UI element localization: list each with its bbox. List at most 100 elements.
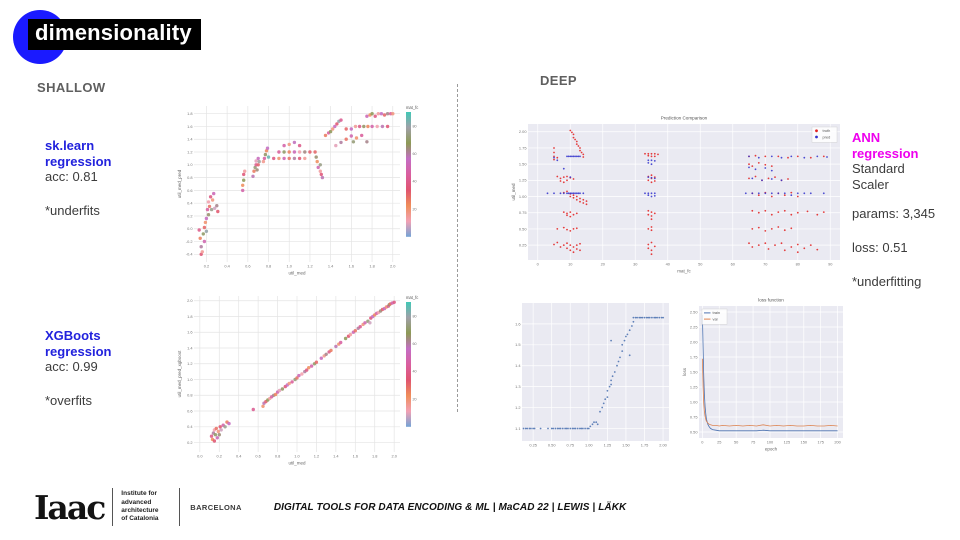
svg-text:0.6: 0.6: [187, 408, 192, 413]
footer-city: BARCELONA: [190, 502, 242, 512]
svg-text:90: 90: [828, 262, 833, 267]
ann-params: params: 3,345: [852, 206, 936, 222]
svg-text:0.0: 0.0: [187, 226, 193, 231]
svg-text:1.75: 1.75: [641, 443, 649, 448]
svg-text:1.4: 1.4: [328, 264, 334, 269]
svg-text:2.0: 2.0: [391, 454, 397, 459]
svg-text:0.2: 0.2: [217, 454, 222, 459]
svg-text:0.50: 0.50: [690, 429, 698, 434]
svg-text:1.0: 1.0: [187, 377, 193, 382]
svg-text:80: 80: [413, 314, 417, 318]
svg-text:0.4: 0.4: [224, 264, 230, 269]
footer-divider-2: [179, 488, 181, 526]
svg-text:1.25: 1.25: [690, 384, 698, 389]
svg-text:0.8: 0.8: [187, 175, 192, 180]
svg-text:0.50: 0.50: [519, 226, 527, 231]
svg-text:2.25: 2.25: [690, 324, 698, 329]
svg-text:val: val: [713, 316, 718, 321]
ann-annotation-title: ANN regression: [852, 130, 919, 161]
ann-note: *underfitting: [852, 273, 922, 289]
svg-text:60: 60: [731, 262, 736, 267]
svg-text:0.4: 0.4: [187, 201, 193, 206]
svg-text:40: 40: [413, 180, 417, 184]
svg-text:1.2: 1.2: [515, 405, 520, 410]
svg-text:1.75: 1.75: [690, 354, 698, 359]
svg-text:epoch: epoch: [765, 447, 778, 452]
svg-text:1.0: 1.0: [294, 454, 300, 459]
svg-text:truth: truth: [823, 128, 831, 133]
institute-name: Institute for advanced architecture of C…: [121, 490, 171, 524]
svg-text:0.75: 0.75: [690, 414, 698, 419]
loss-function-plot: 0 25 50 75 100 125 150 175 200 0.50 0.75 1.00 1.25 1.…: [676, 292, 848, 464]
svg-text:util_med: util_med: [288, 271, 306, 276]
section-label-deep: DEEP: [540, 73, 578, 88]
svg-text:2.00: 2.00: [519, 129, 527, 134]
svg-text:60: 60: [413, 152, 417, 156]
institute-line: of Catalonia: [121, 515, 159, 523]
svg-text:2.0: 2.0: [390, 264, 396, 269]
svg-text:pred: pred: [823, 134, 831, 139]
svg-text:1.25: 1.25: [604, 443, 612, 448]
svg-text:70: 70: [763, 262, 768, 267]
svg-text:1.8: 1.8: [187, 314, 192, 319]
svg-text:1.4: 1.4: [515, 363, 521, 368]
svg-text:0: 0: [701, 440, 704, 445]
svg-text:0.2: 0.2: [187, 213, 192, 218]
svg-text:0.50: 0.50: [548, 443, 556, 448]
svg-text:100: 100: [767, 440, 774, 445]
svg-text:1.4: 1.4: [333, 454, 339, 459]
svg-text:0.75: 0.75: [519, 210, 527, 215]
svg-text:2.50: 2.50: [690, 309, 698, 314]
svg-text:30: 30: [633, 262, 638, 267]
svg-text:0.75: 0.75: [566, 443, 574, 448]
sklearn-annotation: sk.learn regression acc: 0.81 *underfits: [45, 138, 145, 218]
svg-text:20: 20: [413, 207, 417, 211]
svg-text:25: 25: [717, 440, 721, 445]
svg-text:loss function: loss function: [758, 298, 784, 303]
svg-text:1.4: 1.4: [187, 345, 193, 350]
svg-text:1.6: 1.6: [353, 454, 358, 459]
svg-text:1.5: 1.5: [515, 342, 520, 347]
sklearn-accuracy: acc: 0.81: [45, 169, 98, 185]
xgboost-scatter-plot: 0.0 0.2 0.4 0.6 0.8 1.0 1.2 1.4 1.6 1.8 2.0 0.2 0.4 0…: [168, 288, 448, 478]
svg-text:50: 50: [698, 262, 703, 267]
svg-text:1.2: 1.2: [314, 454, 319, 459]
svg-text:175: 175: [817, 440, 824, 445]
svg-text:40: 40: [666, 262, 671, 267]
svg-text:40: 40: [413, 370, 417, 374]
svg-text:-0.4: -0.4: [186, 252, 194, 257]
svg-text:10: 10: [568, 262, 573, 267]
ann-prediction-curve-plot: 0.25 0.50 0.75 1.00 1.25 1.50 1.75 2.00 1.1 1.2 1.…: [502, 297, 674, 461]
svg-text:1.8: 1.8: [372, 454, 377, 459]
svg-text:1.6: 1.6: [187, 330, 192, 335]
institute-line: architecture: [121, 507, 159, 514]
svg-text:1.0: 1.0: [187, 162, 193, 167]
svg-text:0.0: 0.0: [197, 454, 203, 459]
svg-text:1.6: 1.6: [187, 124, 192, 129]
svg-text:150: 150: [801, 440, 808, 445]
svg-text:loss: loss: [682, 367, 687, 376]
xgboost-annotation: XGBoots regression acc: 0.99 *overfits: [45, 328, 145, 408]
footer: Iaac Institute for advanced architecture…: [34, 488, 626, 526]
iaac-logo: Iaac: [34, 487, 106, 527]
svg-text:80: 80: [796, 262, 801, 267]
svg-text:0.6: 0.6: [245, 264, 250, 269]
svg-text:1.25: 1.25: [519, 178, 527, 183]
svg-text:1.50: 1.50: [622, 443, 630, 448]
svg-text:mat_fc: mat_fc: [677, 269, 691, 274]
svg-text:20: 20: [413, 397, 417, 401]
svg-text:1.00: 1.00: [585, 443, 593, 448]
sklearn-note: *underfits: [45, 202, 100, 218]
ann-annotation: ANN regression Standard Scaler params: 3…: [852, 130, 944, 289]
svg-text:1.8: 1.8: [187, 111, 192, 116]
svg-text:200: 200: [834, 440, 841, 445]
svg-text:1.1: 1.1: [515, 426, 520, 431]
svg-text:1.6: 1.6: [515, 321, 520, 326]
svg-text:1.2: 1.2: [187, 149, 192, 154]
svg-text:1.50: 1.50: [519, 162, 527, 167]
svg-text:75: 75: [751, 440, 755, 445]
svg-text:125: 125: [784, 440, 791, 445]
institute-line: Institute for: [121, 490, 158, 498]
svg-text:1.0: 1.0: [287, 264, 293, 269]
